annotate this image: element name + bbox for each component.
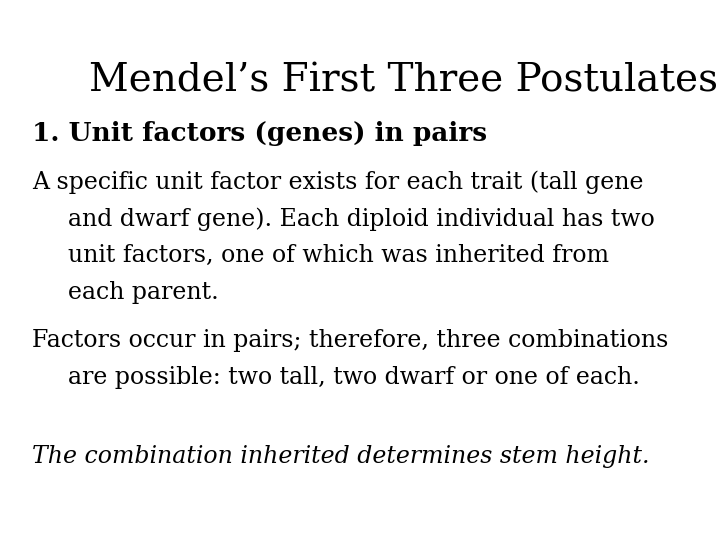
Text: 1. Unit factors (genes) in pairs: 1. Unit factors (genes) in pairs xyxy=(32,122,487,146)
Text: A specific unit factor exists for each trait (tall gene: A specific unit factor exists for each t… xyxy=(32,170,644,194)
Text: The combination inherited determines stem height.: The combination inherited determines ste… xyxy=(32,446,650,469)
Text: are possible: two tall, two dwarf or one of each.: are possible: two tall, two dwarf or one… xyxy=(68,366,640,389)
Text: Factors occur in pairs; therefore, three combinations: Factors occur in pairs; therefore, three… xyxy=(32,329,669,353)
Text: and dwarf gene). Each diploid individual has two: and dwarf gene). Each diploid individual… xyxy=(68,208,655,232)
Text: each parent.: each parent. xyxy=(68,281,219,304)
Text: Mendel’s First Three Postulates: Mendel’s First Three Postulates xyxy=(89,62,718,99)
Text: unit factors, one of which was inherited from: unit factors, one of which was inherited… xyxy=(68,244,609,267)
